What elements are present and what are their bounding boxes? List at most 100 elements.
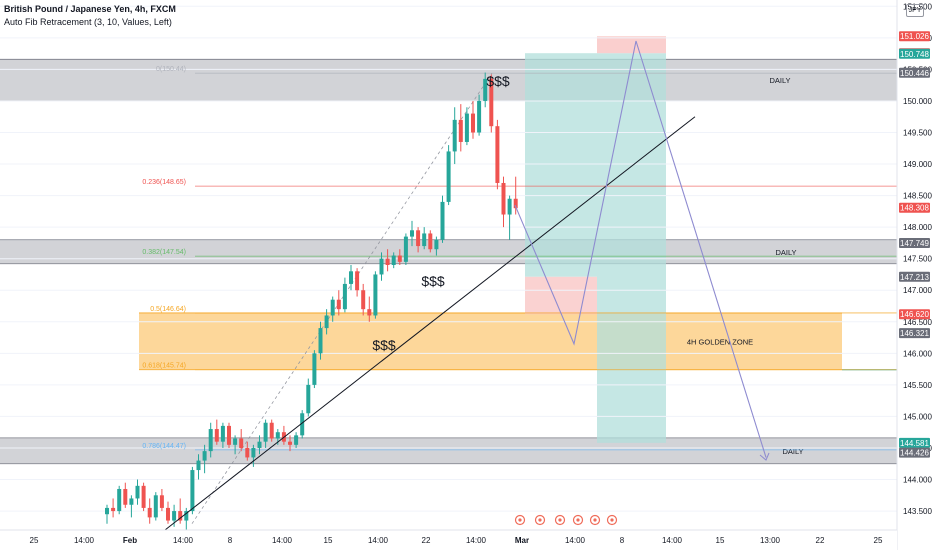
stop-box xyxy=(597,36,666,54)
time-tick-label: 15 xyxy=(324,536,333,545)
candle-body xyxy=(147,507,152,518)
candle-body xyxy=(257,441,262,448)
candle-body xyxy=(349,271,353,284)
candle-body xyxy=(263,422,268,442)
time-tick-label: 14:00 xyxy=(368,536,389,545)
liquidity-annotation: $$$ xyxy=(421,273,445,289)
fib-label: 0.5(146.64) xyxy=(150,306,186,313)
candle-body xyxy=(123,488,128,505)
fib-layer: 0(150.44) 0.236(148.65) 0.382(147.54) 0.5(1… xyxy=(142,66,897,524)
candle-body xyxy=(446,151,451,202)
candle-body xyxy=(489,78,494,127)
candle-body xyxy=(233,438,238,445)
price-axis[interactable]: 143.500144.000144.500145.000145.500146.0… xyxy=(896,0,932,550)
candle-body xyxy=(184,511,189,521)
candle-body xyxy=(269,422,274,439)
candle-body xyxy=(373,274,378,316)
candle-body xyxy=(410,230,414,237)
time-tick-label: 14:00 xyxy=(466,536,487,545)
candle-body xyxy=(202,451,207,461)
price-tick-label: 145.000 xyxy=(903,412,932,421)
projection-path xyxy=(514,40,767,458)
time-tick-label: 8 xyxy=(620,536,625,545)
target-box xyxy=(597,53,666,443)
candle-body xyxy=(294,435,299,445)
candle-body xyxy=(214,429,219,442)
event-marker-dot xyxy=(518,518,522,522)
candle-body xyxy=(117,488,122,512)
zones-layer: DAILY DAILY 4H GOLDEN ZONE DAILY xyxy=(0,36,897,465)
candle-body xyxy=(495,126,500,183)
time-tick-label: 22 xyxy=(816,536,825,545)
candle-body xyxy=(153,495,158,518)
fib-label: 0(150.44) xyxy=(156,66,186,73)
event-marker-dot xyxy=(610,518,614,522)
price-tag-label: 144.581 xyxy=(900,439,929,448)
price-tick-label: 151.500 xyxy=(903,2,932,11)
time-tick-label: 13:00 xyxy=(760,536,781,545)
candle-body xyxy=(300,413,305,436)
zone-band xyxy=(139,312,842,370)
candle-body xyxy=(391,255,396,265)
candle-body xyxy=(105,507,109,515)
zone-band xyxy=(0,437,897,464)
candle-body xyxy=(385,258,390,265)
candle-body xyxy=(111,507,116,512)
price-tag xyxy=(899,271,930,282)
price-tick-label: 150.000 xyxy=(903,97,932,106)
time-tick-label: 14:00 xyxy=(74,536,95,545)
price-tick-label: 149.000 xyxy=(903,160,932,169)
candle-body xyxy=(129,498,134,505)
candle-body xyxy=(361,290,366,310)
price-tag xyxy=(899,328,930,339)
candle-body xyxy=(220,425,225,442)
candle-body xyxy=(196,460,201,471)
candle-body xyxy=(501,182,506,215)
candle-body xyxy=(471,113,475,133)
candle-body xyxy=(245,447,250,458)
time-tick-label: Mar xyxy=(515,536,529,545)
candle-body xyxy=(166,507,170,521)
price-tick-label: 146.500 xyxy=(903,318,932,327)
candle-body xyxy=(342,283,347,310)
price-tag xyxy=(899,237,930,248)
candle-body xyxy=(355,271,360,291)
target-box xyxy=(525,53,597,277)
candle-body xyxy=(312,353,317,385)
price-tick-label: 146.000 xyxy=(903,349,932,358)
event-marker-dot xyxy=(576,518,580,522)
candle-body xyxy=(227,425,231,445)
candle-body xyxy=(513,198,518,209)
price-tag-label: 148.308 xyxy=(900,204,929,213)
candle-body xyxy=(507,198,512,215)
price-tick-label: 147.000 xyxy=(903,286,932,295)
price-tick-label: 145.500 xyxy=(903,381,932,390)
stop-box xyxy=(525,276,597,315)
candle-body xyxy=(440,201,445,240)
time-tick-label: 22 xyxy=(422,536,431,545)
candle-body xyxy=(477,100,482,133)
candles-layer xyxy=(105,72,518,530)
currency-badge[interactable]: JPY xyxy=(906,4,924,17)
candle-body xyxy=(483,78,488,101)
event-marker-dot xyxy=(558,518,562,522)
candle-body xyxy=(379,258,384,275)
time-tick-label: 14:00 xyxy=(565,536,586,545)
time-tick-label: 14:00 xyxy=(173,536,194,545)
time-axis[interactable]: 25 14:00 Feb 14:00 8 14:00 15 14:00 22 14:00 Mar 14… xyxy=(0,529,897,550)
price-tag-label: 150.446 xyxy=(900,69,929,78)
candle-body xyxy=(367,309,372,316)
fib-trend-dashed xyxy=(191,72,493,524)
candle-body xyxy=(141,485,146,508)
time-tick-label: Feb xyxy=(123,536,137,545)
indicator-label[interactable]: Auto Fib Retracement (3, 10, Values, Lef… xyxy=(4,17,172,27)
candle-body xyxy=(251,447,256,458)
candle-body xyxy=(324,315,329,329)
candle-body xyxy=(159,495,164,508)
price-tick-label: 148.500 xyxy=(903,192,932,201)
time-axis-bg xyxy=(0,530,897,550)
price-tag xyxy=(899,437,930,448)
symbol-title[interactable]: British Pound / Japanese Yen, 4h, FXCM xyxy=(4,4,176,14)
price-tag-label: 150.748 xyxy=(900,50,929,59)
